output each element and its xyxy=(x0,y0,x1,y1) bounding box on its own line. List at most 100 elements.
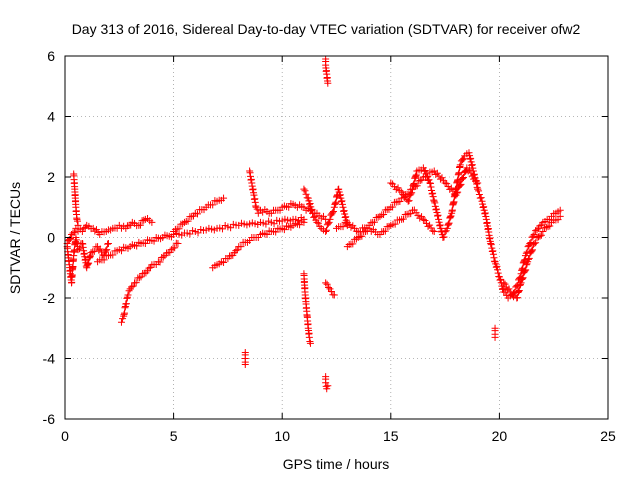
data-point xyxy=(339,203,347,211)
plot-frame xyxy=(64,55,609,420)
data-point xyxy=(323,280,331,288)
data-point xyxy=(73,215,81,223)
data-point xyxy=(472,176,480,184)
data-point xyxy=(544,223,552,231)
data-point xyxy=(253,205,261,213)
data-point xyxy=(524,243,532,251)
data-point xyxy=(307,206,315,214)
data-point xyxy=(476,194,484,202)
data-point xyxy=(396,197,404,205)
data-point xyxy=(237,243,245,251)
data-point xyxy=(470,170,478,178)
data-point xyxy=(167,246,175,254)
data-point xyxy=(481,209,489,217)
x-axis-title: GPS time / hours xyxy=(283,456,390,472)
data-point xyxy=(159,253,167,261)
data-point xyxy=(75,245,83,253)
data-point xyxy=(477,194,485,202)
data-point xyxy=(457,180,465,188)
data-point xyxy=(412,172,420,180)
data-point xyxy=(473,183,481,191)
data-point xyxy=(430,197,438,205)
data-point xyxy=(220,194,228,202)
data-point xyxy=(430,227,438,235)
data-point xyxy=(129,282,137,290)
data-point xyxy=(85,259,93,267)
data-point xyxy=(444,221,452,229)
data-point xyxy=(443,224,451,232)
data-point xyxy=(100,256,108,264)
data-point xyxy=(371,218,379,226)
data-point xyxy=(407,210,415,218)
data-point xyxy=(435,172,443,180)
data-point xyxy=(536,222,544,230)
data-point xyxy=(329,207,337,215)
data-point xyxy=(302,190,310,198)
data-point xyxy=(311,213,319,221)
data-point xyxy=(128,283,136,291)
data-point xyxy=(489,247,497,255)
data-point xyxy=(324,79,332,87)
data-point xyxy=(415,177,423,185)
data-point xyxy=(516,280,524,288)
data-point xyxy=(487,241,495,249)
data-point xyxy=(530,240,538,248)
data-point xyxy=(468,161,476,169)
data-point xyxy=(556,212,564,220)
data-point xyxy=(426,221,434,229)
data-point xyxy=(306,339,314,347)
data-point xyxy=(90,247,98,255)
data-point xyxy=(537,231,545,239)
data-point xyxy=(125,287,133,295)
data-point xyxy=(392,185,400,193)
data-point xyxy=(489,250,497,258)
data-point xyxy=(456,161,464,169)
data-point xyxy=(335,185,343,193)
data-point xyxy=(473,180,481,188)
data-point xyxy=(209,201,217,209)
data-point xyxy=(86,253,94,261)
data-point xyxy=(427,183,435,191)
data-point xyxy=(140,216,148,224)
data-point xyxy=(513,282,521,290)
data-point xyxy=(422,219,430,227)
data-point xyxy=(330,291,338,299)
data-point xyxy=(327,288,335,296)
y-tick-label: 4 xyxy=(47,109,55,125)
data-point xyxy=(380,211,388,218)
data-point xyxy=(494,269,502,277)
data-point xyxy=(325,284,333,292)
points-layer xyxy=(63,55,564,393)
data-point xyxy=(376,212,384,220)
data-point xyxy=(352,235,360,243)
data-point xyxy=(252,203,260,211)
data-point xyxy=(408,189,416,197)
data-point xyxy=(416,214,424,222)
data-point xyxy=(431,199,439,207)
data-point xyxy=(480,203,488,211)
data-point xyxy=(347,223,355,231)
data-point xyxy=(322,227,330,235)
data-point xyxy=(482,212,490,220)
data-point xyxy=(494,266,502,274)
data-point xyxy=(416,176,424,184)
data-point xyxy=(510,293,518,301)
x-tick-label: 0 xyxy=(61,428,69,444)
data-point xyxy=(374,213,382,221)
data-point xyxy=(517,279,525,287)
data-point xyxy=(193,210,201,218)
data-point xyxy=(529,232,537,240)
data-point xyxy=(459,174,467,182)
data-point xyxy=(104,240,112,248)
data-point xyxy=(241,361,249,369)
data-point xyxy=(533,226,541,234)
data-point xyxy=(467,154,475,162)
data-point xyxy=(306,199,314,207)
data-point xyxy=(505,285,513,293)
y-tick-label: -2 xyxy=(43,290,56,306)
data-point xyxy=(272,228,280,236)
data-point xyxy=(405,197,413,205)
data-point xyxy=(409,185,417,193)
